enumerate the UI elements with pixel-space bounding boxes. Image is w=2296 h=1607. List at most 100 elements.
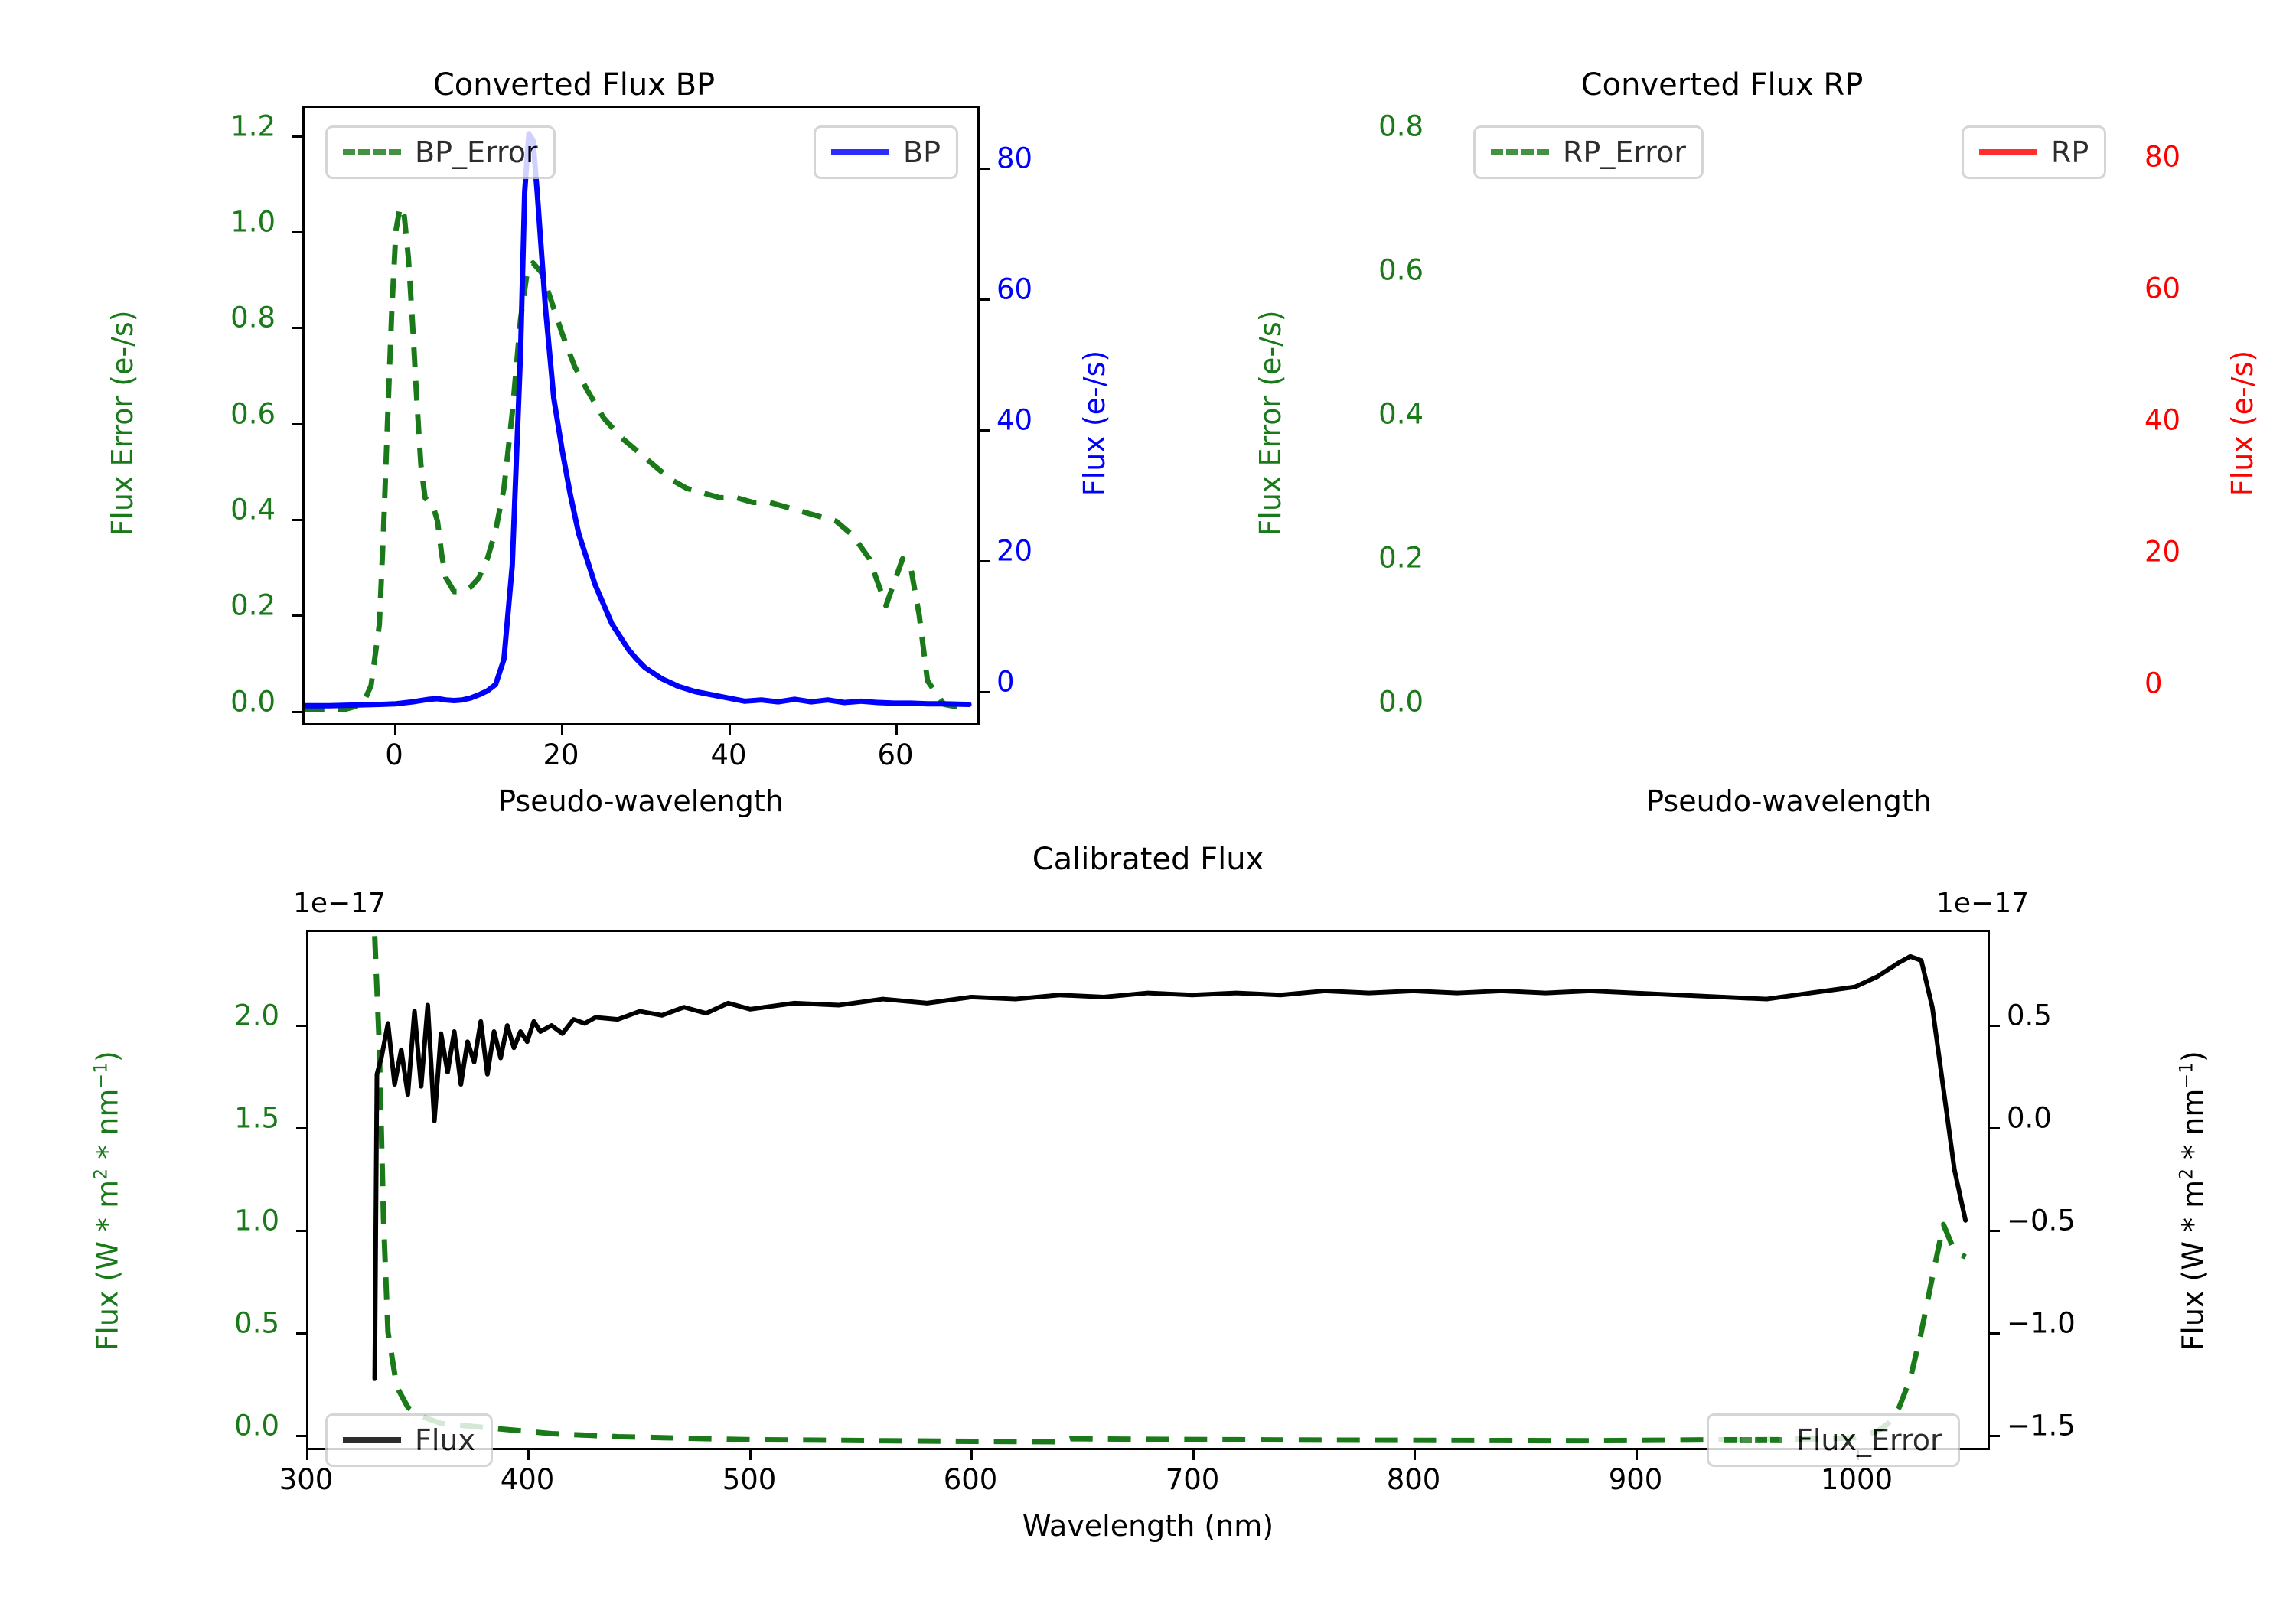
cal-ytick-right-0: −1.5 bbox=[2007, 1409, 2076, 1442]
bp-ytickmark-right bbox=[980, 691, 990, 693]
bp-xlabel: Pseudo-wavelength bbox=[498, 784, 784, 818]
cal-ylabel-left-suffix: ) bbox=[90, 1051, 125, 1062]
rp-ytick-left-4: 0.8 bbox=[1378, 109, 1424, 143]
cal-ylabel-right-prefix: Flux (W * m bbox=[2176, 1179, 2210, 1351]
bp-xtick-1: 20 bbox=[543, 738, 579, 771]
bp-ytickmark-left bbox=[292, 711, 302, 713]
cal-ylabel-left-sup1: 2 bbox=[90, 1168, 112, 1180]
cal-ylabel-right-mid: * nm bbox=[2176, 1088, 2210, 1169]
cal-exponent-left: 1e−17 bbox=[293, 888, 386, 919]
cal-xtickmark bbox=[306, 1450, 308, 1460]
rp-xlabel: Pseudo-wavelength bbox=[1646, 784, 1932, 818]
cal-ylabel-left-prefix: Flux (W * m bbox=[90, 1179, 125, 1351]
rp-error-legend-label: RP_Error bbox=[1563, 135, 1686, 169]
cal-plot-title: Calibrated Flux bbox=[1032, 842, 1264, 877]
rp-plot-title: Converted Flux RP bbox=[1580, 67, 1864, 103]
cal-ytick-right-4: 0.5 bbox=[2007, 999, 2052, 1032]
cal-xtick-3: 600 bbox=[943, 1463, 998, 1496]
bp-ytickmark-left bbox=[292, 231, 302, 233]
cal-ylabel-right: Flux (W * m2 * nm−1) bbox=[2175, 887, 2210, 1514]
bp-ytick-left-4: 0.8 bbox=[230, 301, 276, 334]
panel-calibrated-flux: Calibrated Flux 1e−17 1e−17 Flux (W * m2… bbox=[0, 834, 2296, 1607]
cal-ylabel-right-sup2: −1 bbox=[2175, 1061, 2197, 1089]
bp-xtick-2: 40 bbox=[710, 738, 747, 771]
rp-error-legend[interactable]: RP_Error bbox=[1473, 125, 1704, 179]
bp-flux-legend[interactable]: BP bbox=[814, 125, 958, 179]
bp-xtickmark bbox=[895, 725, 898, 735]
dashed-line-icon bbox=[343, 149, 401, 155]
bp-ytickmark-left bbox=[292, 135, 302, 138]
rp-ytick-right-4: 80 bbox=[2144, 140, 2181, 174]
bp-error-legend[interactable]: BP_Error bbox=[325, 125, 556, 179]
cal-xtick-0: 300 bbox=[279, 1463, 334, 1496]
cal-ytickmark-left bbox=[296, 1332, 306, 1335]
bp-ytickmark-right bbox=[980, 168, 990, 170]
bp-plot-title: Converted Flux BP bbox=[432, 67, 716, 103]
cal-xtick-4: 700 bbox=[1165, 1463, 1220, 1496]
bp-ytickmark-left bbox=[292, 423, 302, 425]
cal-error-legend[interactable]: Flux_Error bbox=[1707, 1413, 1960, 1467]
rp-ytick-right-3: 60 bbox=[2144, 272, 2181, 305]
cal-ytick-left-3: 1.5 bbox=[234, 1101, 279, 1135]
cal-xtickmark bbox=[1636, 1450, 1638, 1460]
cal-exponent-right: 1e−17 bbox=[1936, 888, 2030, 919]
bp-ytick-left-3: 0.6 bbox=[230, 397, 276, 431]
bp-ytick-right-3: 60 bbox=[996, 272, 1033, 306]
bp-ytickmark-left bbox=[292, 327, 302, 329]
cal-ytickmark-right bbox=[1990, 1435, 2000, 1437]
bp-ytick-left-2: 0.4 bbox=[230, 493, 276, 526]
rp-ytick-left-2: 0.4 bbox=[1378, 397, 1424, 431]
rp-ytick-left-3: 0.6 bbox=[1378, 253, 1424, 287]
solid-line-icon bbox=[1979, 149, 2037, 155]
bp-ytickmark-left bbox=[292, 614, 302, 617]
cal-flux-legend-label: Flux bbox=[415, 1423, 475, 1457]
bp-ytick-left-5: 1.0 bbox=[230, 205, 276, 239]
bp-axes-area bbox=[302, 106, 980, 725]
cal-flux-legend[interactable]: Flux bbox=[325, 1413, 493, 1467]
bp-ytick-right-2: 40 bbox=[996, 403, 1033, 437]
rp-flux-legend-label: RP bbox=[2051, 135, 2089, 169]
bp-ytick-left-0: 0.0 bbox=[230, 685, 276, 719]
bp-xtick-0: 0 bbox=[385, 738, 403, 771]
cal-ytick-left-0: 0.0 bbox=[234, 1409, 279, 1442]
bp-error-legend-label: BP_Error bbox=[415, 135, 538, 169]
cal-xtickmark bbox=[749, 1450, 752, 1460]
rp-ytick-right-1: 20 bbox=[2144, 535, 2181, 569]
dashed-line-icon bbox=[1724, 1437, 1782, 1443]
rp-flux-legend[interactable]: RP bbox=[1962, 125, 2107, 179]
cal-error-legend-label: Flux_Error bbox=[1796, 1423, 1942, 1457]
bp-ytickmark-right bbox=[980, 560, 990, 562]
cal-axes-area bbox=[306, 930, 1990, 1450]
rp-ylabel-left: Flux Error (e-/s) bbox=[1254, 310, 1287, 536]
bp-ytick-left-6: 1.2 bbox=[230, 109, 276, 143]
cal-ytickmark-right bbox=[1990, 1127, 2000, 1129]
cal-ytickmark-right bbox=[1990, 1332, 2000, 1335]
cal-ytick-right-1: −1.0 bbox=[2007, 1306, 2076, 1340]
cal-ylabel-left: Flux (W * m2 * nm−1) bbox=[90, 887, 125, 1514]
panel-converted-flux-rp: Converted Flux RP Flux Error (e-/s) Flux… bbox=[1148, 46, 2296, 834]
cal-ytickmark-left bbox=[296, 1025, 306, 1027]
cal-xtickmark bbox=[1414, 1450, 1416, 1460]
cal-ylabel-right-sup1: 2 bbox=[2175, 1168, 2197, 1180]
cal-xtick-5: 800 bbox=[1386, 1463, 1441, 1496]
rp-ytick-right-0: 0 bbox=[2144, 667, 2163, 700]
bp-ytickmark-right bbox=[980, 429, 990, 432]
dashed-line-icon bbox=[1491, 149, 1549, 155]
cal-xtick-1: 400 bbox=[500, 1463, 555, 1496]
bp-ylabel-right: Flux (e-/s) bbox=[1078, 350, 1111, 497]
solid-line-icon bbox=[343, 1437, 401, 1443]
panel-converted-flux-bp: Converted Flux BP Flux Error (e-/s) Flux… bbox=[0, 46, 1148, 834]
cal-flux-curve bbox=[372, 953, 1968, 1381]
cal-xtick-7: 1000 bbox=[1820, 1463, 1893, 1496]
bp-ytick-right-0: 0 bbox=[996, 665, 1015, 699]
cal-ytickmark-right bbox=[1990, 1230, 2000, 1232]
bp-xtickmark bbox=[561, 725, 563, 735]
rp-ytick-right-2: 40 bbox=[2144, 403, 2181, 437]
cal-ytickmark-left bbox=[296, 1435, 306, 1437]
rp-ylabel-right: Flux (e-/s) bbox=[2226, 350, 2259, 497]
bp-ytickmark-right bbox=[980, 298, 990, 301]
rp-ytick-left-0: 0.0 bbox=[1378, 685, 1424, 719]
cal-ytickmark-right bbox=[1990, 1025, 2000, 1027]
cal-ytick-right-2: −0.5 bbox=[2007, 1204, 2076, 1237]
